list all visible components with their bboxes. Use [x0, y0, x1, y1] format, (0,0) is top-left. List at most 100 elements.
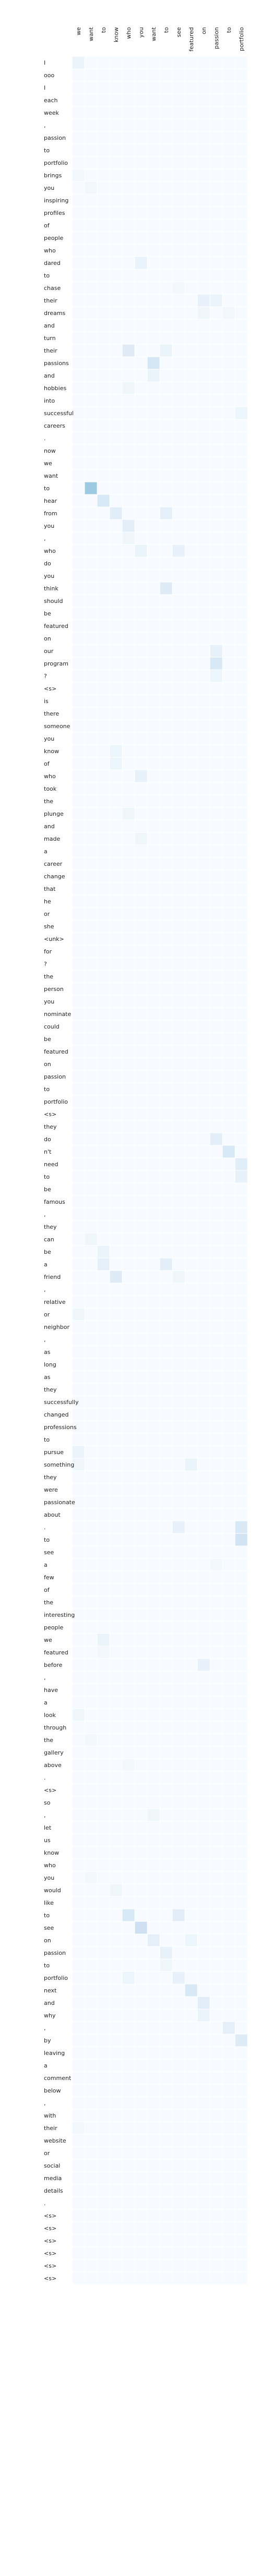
heatmap-cell	[197, 1170, 210, 1183]
heatmap-cell	[109, 632, 123, 645]
heatmap-cell	[109, 444, 123, 457]
heatmap-cell	[222, 2259, 236, 2272]
heatmap-cell	[172, 1283, 185, 1296]
heatmap-cell	[97, 757, 110, 770]
heatmap-cell	[159, 945, 173, 958]
heatmap-cell	[84, 1570, 98, 1584]
heatmap-cell	[84, 1846, 98, 1859]
heatmap-cell	[159, 469, 173, 482]
heatmap-cell	[122, 419, 135, 432]
heatmap-cell	[172, 81, 185, 94]
heatmap-cell	[222, 131, 236, 144]
heatmap-cell	[122, 1758, 135, 1772]
heatmap-cell	[147, 557, 160, 570]
heatmap-cell	[72, 356, 85, 370]
heatmap-cell	[97, 1971, 110, 1985]
heatmap-cell	[72, 1295, 85, 1309]
heatmap-cell	[172, 444, 185, 457]
heatmap-cell	[84, 106, 98, 119]
heatmap-cell	[159, 2221, 173, 2235]
heatmap-cell	[147, 2034, 160, 2047]
heatmap-cell	[122, 794, 135, 808]
heatmap-cell	[122, 81, 135, 94]
heatmap-cell	[109, 1796, 123, 1809]
heatmap-cell	[122, 1871, 135, 1884]
heatmap-cell	[109, 1057, 123, 1071]
heatmap-cell	[209, 1107, 223, 1121]
heatmap-cell	[172, 732, 185, 745]
heatmap-cell	[147, 344, 160, 357]
heatmap-cell	[172, 1232, 185, 1246]
heatmap-cell	[222, 269, 236, 282]
heatmap-cell	[159, 1383, 173, 1396]
heatmap-cell	[209, 231, 223, 245]
heatmap-cell	[109, 1908, 123, 1922]
heatmap-cell	[209, 920, 223, 933]
heatmap-cell	[72, 344, 85, 357]
heatmap-cell	[109, 1683, 123, 1697]
heatmap-cell	[109, 1157, 123, 1171]
heatmap-cell	[147, 156, 160, 170]
heatmap-cell	[72, 531, 85, 545]
heatmap-cell	[172, 1257, 185, 1271]
heatmap-cell	[172, 894, 185, 908]
heatmap-cell	[109, 1608, 123, 1622]
heatmap-cell	[134, 2084, 148, 2097]
heatmap-cell	[197, 607, 210, 620]
heatmap-cell	[184, 1821, 198, 1834]
heatmap-cell	[134, 832, 148, 845]
heatmap-cell	[134, 1345, 148, 1359]
heatmap-cell	[172, 2021, 185, 2035]
heatmap-cell	[209, 294, 223, 307]
heatmap-cell	[159, 281, 173, 295]
heatmap-cell	[147, 1257, 160, 1271]
heatmap-cell	[197, 2021, 210, 2035]
heatmap-cell	[134, 1395, 148, 1409]
heatmap-cell	[184, 2159, 198, 2172]
heatmap-cell	[234, 1545, 248, 1559]
heatmap-cell	[122, 506, 135, 520]
heatmap-cell	[172, 206, 185, 220]
heatmap-cell	[209, 557, 223, 570]
y-tick-label: the	[44, 1599, 53, 1606]
heatmap-cell	[234, 1808, 248, 1822]
heatmap-cell	[159, 2009, 173, 2022]
heatmap-cell	[209, 757, 223, 770]
heatmap-cell	[222, 1220, 236, 1233]
heatmap-cell	[134, 2059, 148, 2072]
heatmap-cell	[97, 68, 110, 82]
heatmap-cell	[209, 2021, 223, 2035]
heatmap-cell	[222, 1132, 236, 1146]
heatmap-cell	[72, 68, 85, 82]
heatmap-cell	[72, 2021, 85, 2035]
heatmap-cell	[234, 406, 248, 420]
heatmap-cell	[134, 2259, 148, 2272]
y-tick-label: .	[44, 1774, 46, 1781]
heatmap-cell	[222, 506, 236, 520]
heatmap-cell	[84, 857, 98, 870]
heatmap-cell	[72, 1921, 85, 1934]
heatmap-cell	[184, 757, 198, 770]
heatmap-cell	[134, 957, 148, 971]
heatmap-cell	[72, 1671, 85, 1684]
heatmap-cell	[197, 2059, 210, 2072]
heatmap-cell	[72, 181, 85, 195]
y-tick-label: <s>	[44, 1787, 56, 1794]
heatmap-cell	[234, 1220, 248, 1233]
heatmap-cell	[109, 156, 123, 170]
heatmap-cell	[184, 1533, 198, 1546]
heatmap-cell	[234, 281, 248, 295]
heatmap-cell	[84, 56, 98, 69]
y-tick-labels: IoooIeachweek,passiontoportfoliobringsyo…	[44, 59, 79, 2282]
y-tick-label: a	[44, 1261, 48, 1268]
heatmap-cell	[134, 1057, 148, 1071]
heatmap-cell	[197, 1696, 210, 1709]
heatmap-cell	[234, 469, 248, 482]
heatmap-cell	[84, 1157, 98, 1171]
heatmap-cell	[109, 431, 123, 445]
heatmap-cell	[109, 193, 123, 207]
y-tick-label: need	[44, 1161, 58, 1168]
heatmap-cell	[97, 782, 110, 795]
heatmap-cell	[109, 1996, 123, 2010]
heatmap-cell	[134, 1007, 148, 1021]
